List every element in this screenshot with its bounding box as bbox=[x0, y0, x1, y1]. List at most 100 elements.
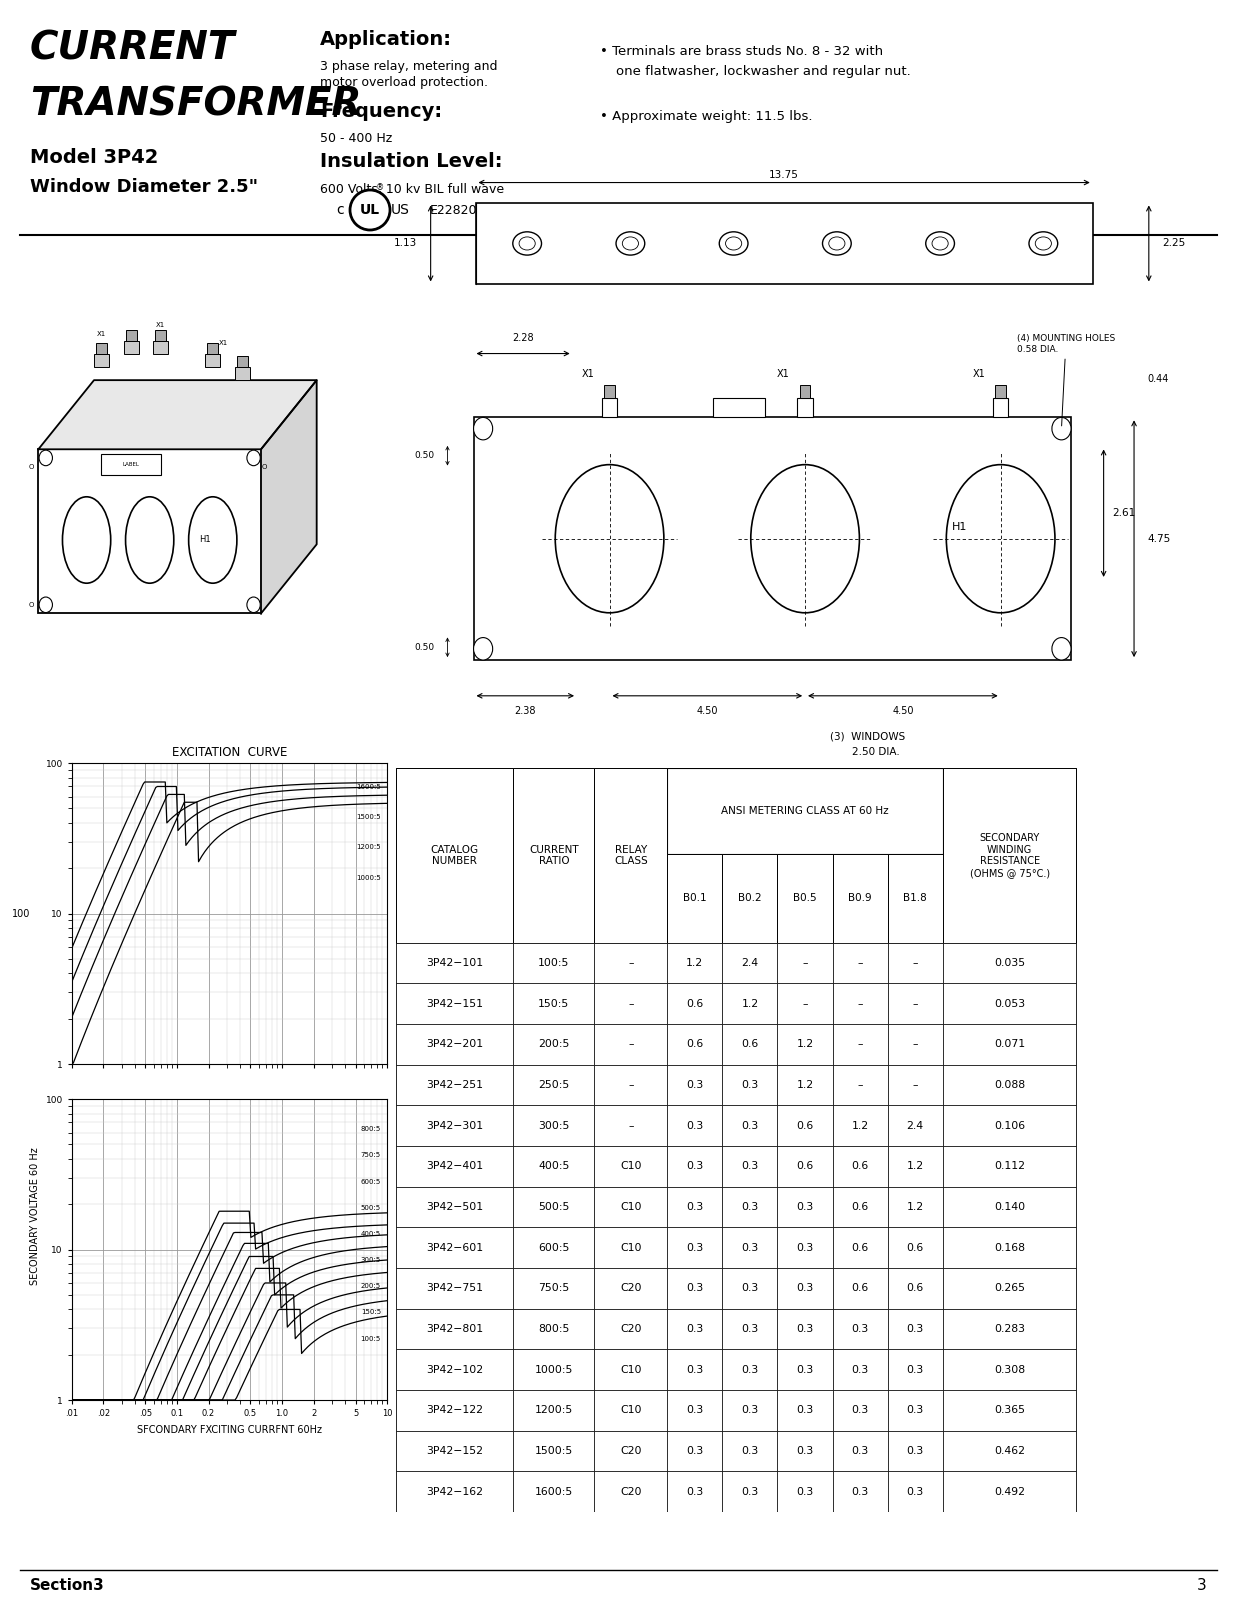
Text: 0.3: 0.3 bbox=[851, 1405, 868, 1416]
Bar bbox=[396, 1024, 513, 1066]
Text: C10: C10 bbox=[620, 1162, 642, 1171]
Text: 2.50 DIA.: 2.50 DIA. bbox=[851, 747, 899, 757]
Text: SECONDARY
WINDING
RESISTANCE
(OHMS @ 75°C.): SECONDARY WINDING RESISTANCE (OHMS @ 75°… bbox=[970, 834, 1050, 878]
Text: 1.2: 1.2 bbox=[797, 1040, 814, 1050]
Text: 1600:5: 1600:5 bbox=[534, 1486, 573, 1496]
Bar bbox=[667, 1349, 722, 1390]
Bar bbox=[722, 853, 778, 942]
Bar bbox=[778, 1430, 833, 1472]
Text: 3P42−102: 3P42−102 bbox=[426, 1365, 484, 1374]
Bar bbox=[156, 331, 166, 341]
Bar bbox=[888, 1146, 943, 1187]
Bar bbox=[667, 1390, 722, 1430]
Text: H1: H1 bbox=[951, 522, 967, 533]
Text: Window Diameter 2.5": Window Diameter 2.5" bbox=[30, 178, 259, 195]
Text: 0.6: 0.6 bbox=[851, 1243, 868, 1253]
Bar bbox=[513, 1024, 594, 1066]
Text: 0.308: 0.308 bbox=[995, 1365, 1025, 1374]
Bar bbox=[667, 1472, 722, 1512]
Bar bbox=[594, 1066, 667, 1106]
Bar bbox=[722, 1227, 778, 1269]
Bar bbox=[667, 1066, 722, 1106]
Text: 0.3: 0.3 bbox=[741, 1325, 758, 1334]
Bar bbox=[888, 853, 943, 942]
Bar bbox=[396, 1146, 513, 1187]
Text: 2.4: 2.4 bbox=[741, 958, 758, 968]
Bar bbox=[594, 768, 667, 942]
Bar bbox=[513, 1146, 594, 1187]
Circle shape bbox=[726, 237, 742, 250]
Text: 0.3: 0.3 bbox=[687, 1162, 704, 1171]
Text: 600:5: 600:5 bbox=[361, 1179, 381, 1184]
Bar bbox=[594, 1187, 667, 1227]
Polygon shape bbox=[38, 381, 317, 450]
Text: Application:: Application: bbox=[320, 30, 452, 50]
Text: 0.3: 0.3 bbox=[851, 1446, 868, 1456]
Text: RELAY
CLASS: RELAY CLASS bbox=[614, 845, 648, 866]
Bar bbox=[778, 1146, 833, 1187]
Text: 0.3: 0.3 bbox=[797, 1405, 814, 1416]
Bar bbox=[594, 1269, 667, 1309]
Text: 3 phase relay, metering and: 3 phase relay, metering and bbox=[320, 59, 497, 74]
Text: 0.6: 0.6 bbox=[797, 1162, 814, 1171]
Bar bbox=[722, 1106, 778, 1146]
Text: C20: C20 bbox=[620, 1486, 642, 1496]
Text: 3P42−751: 3P42−751 bbox=[426, 1283, 484, 1293]
Circle shape bbox=[247, 450, 260, 466]
Text: 400:5: 400:5 bbox=[538, 1162, 569, 1171]
Text: 0.3: 0.3 bbox=[907, 1486, 924, 1496]
Bar bbox=[594, 1106, 667, 1146]
Text: C10: C10 bbox=[620, 1405, 642, 1416]
Bar bbox=[713, 398, 764, 418]
Bar bbox=[833, 1024, 888, 1066]
Text: Insulation Level:: Insulation Level: bbox=[320, 152, 502, 171]
Text: E228202: E228202 bbox=[430, 203, 485, 216]
Text: –: – bbox=[913, 1080, 918, 1090]
Bar bbox=[833, 1106, 888, 1146]
Text: 0.140: 0.140 bbox=[995, 1202, 1025, 1213]
Bar bbox=[943, 1309, 1076, 1349]
Bar bbox=[667, 853, 722, 942]
Text: 0.6: 0.6 bbox=[687, 1040, 704, 1050]
Bar bbox=[474, 418, 1071, 661]
Bar bbox=[667, 942, 722, 984]
Text: 0.44: 0.44 bbox=[1147, 374, 1169, 384]
Bar bbox=[778, 942, 833, 984]
Bar bbox=[943, 1227, 1076, 1269]
Text: 0.6: 0.6 bbox=[851, 1202, 868, 1213]
Text: 1200:5: 1200:5 bbox=[356, 845, 381, 851]
Text: 0.3: 0.3 bbox=[741, 1365, 758, 1374]
Bar bbox=[594, 1024, 667, 1066]
Bar bbox=[833, 1390, 888, 1430]
Bar bbox=[778, 1349, 833, 1390]
Bar bbox=[943, 1146, 1076, 1187]
Bar bbox=[667, 768, 943, 853]
Bar bbox=[722, 1349, 778, 1390]
Bar bbox=[153, 341, 168, 354]
Bar bbox=[513, 1309, 594, 1349]
Text: 0.3: 0.3 bbox=[687, 1120, 704, 1131]
Text: X1: X1 bbox=[777, 370, 789, 379]
Polygon shape bbox=[261, 381, 317, 613]
Text: 0.6: 0.6 bbox=[741, 1040, 758, 1050]
Bar bbox=[722, 1187, 778, 1227]
Text: 0.3: 0.3 bbox=[741, 1162, 758, 1171]
Text: 1.13: 1.13 bbox=[393, 238, 417, 248]
Text: 100:5: 100:5 bbox=[538, 958, 569, 968]
Bar bbox=[833, 1187, 888, 1227]
Bar bbox=[833, 1430, 888, 1472]
Bar bbox=[594, 1472, 667, 1512]
Bar bbox=[205, 354, 220, 368]
Text: –: – bbox=[857, 958, 863, 968]
Text: 3P42−151: 3P42−151 bbox=[426, 998, 484, 1010]
Circle shape bbox=[350, 190, 390, 230]
Bar bbox=[778, 1106, 833, 1146]
Circle shape bbox=[1035, 237, 1051, 250]
Text: X1: X1 bbox=[96, 331, 106, 338]
Bar bbox=[513, 1472, 594, 1512]
Text: c: c bbox=[336, 203, 344, 218]
Text: 3P42−801: 3P42−801 bbox=[426, 1325, 484, 1334]
Bar bbox=[513, 1269, 594, 1309]
Text: Frequency:: Frequency: bbox=[320, 102, 442, 122]
Text: 200:5: 200:5 bbox=[538, 1040, 569, 1050]
